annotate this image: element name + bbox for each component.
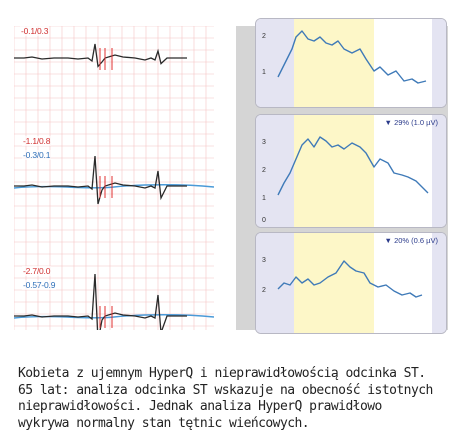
hyperq-chart-2: ▼ 29% (1.0 µV) 3 2 1 0 xyxy=(255,114,447,228)
figure-caption: Kobieta z ujemnym HyperQ i nieprawidłowo… xyxy=(18,366,448,432)
hyperq-panel: 2 1 ▼ 29% (1.0 µV) 3 2 1 0 ▼ 20% (0.6 µV… xyxy=(236,18,448,334)
caption-line: Kobieta z ujemnym HyperQ i nieprawidłowo… xyxy=(18,366,426,381)
highlight-region xyxy=(294,233,374,333)
hyperq-curve xyxy=(277,30,427,84)
hyperq-curve-2 xyxy=(256,115,446,227)
hyperq-curve xyxy=(277,136,429,196)
y-tick: 3 xyxy=(262,257,266,264)
ecg-trace xyxy=(14,273,187,330)
hyperq-curve xyxy=(277,260,423,298)
hyperq-chart-3: ▼ 20% (0.6 µV) 3 2 xyxy=(255,232,447,334)
hyperq-curve-1 xyxy=(256,19,446,107)
percent-label: 20% (0.6 µV) xyxy=(394,236,438,245)
caption-line: nieprawidłowości. Jednak analiza HyperQ … xyxy=(18,399,382,414)
lead1-st-value: -0.1/0.3 xyxy=(20,26,50,36)
ecg-trace xyxy=(14,43,187,68)
ecg-lead-3 xyxy=(14,273,214,330)
y-tick: 1 xyxy=(262,195,266,202)
ecg-trace xyxy=(14,155,187,205)
hyperq-percent-3: ▼ 20% (0.6 µV) xyxy=(385,236,438,245)
ecg-lead-2 xyxy=(14,155,214,205)
y-tick: 2 xyxy=(262,167,266,174)
lead3-st-value-blue: -0.57-0.9 xyxy=(22,280,57,290)
arrow-down-icon: ▼ xyxy=(384,236,392,245)
hyperq-percent-2: ▼ 29% (1.0 µV) xyxy=(385,118,438,127)
band-right xyxy=(432,19,446,107)
band-left xyxy=(256,19,294,107)
hyperq-chart-1: 2 1 xyxy=(255,18,447,108)
ecg-strip-panel: -0.1/0.3 -1.1/0.8 -0.3/0.1 -2.7/0.0 -0.5… xyxy=(14,26,214,330)
band-left xyxy=(256,115,294,227)
highlight-region xyxy=(294,19,374,107)
ecg-lead-1 xyxy=(14,43,187,70)
band-right xyxy=(432,115,446,227)
y-tick: 2 xyxy=(262,287,266,294)
lead2-st-value-blue: -0.3/0.1 xyxy=(22,150,52,160)
lead3-st-value-red: -2.7/0.0 xyxy=(22,266,52,276)
lead2-st-value-red: -1.1/0.8 xyxy=(22,136,52,146)
hyperq-curve-3 xyxy=(256,233,446,333)
caption-line: 65 lat: analiza odcinka ST wskazuje na o… xyxy=(18,382,433,398)
ecg-strip xyxy=(14,26,214,330)
highlight-region xyxy=(294,115,374,227)
y-tick: 2 xyxy=(262,33,266,40)
caption-line: wykrywa normalny stan tętnic wieńcowych. xyxy=(18,415,310,431)
y-tick: 1 xyxy=(262,69,266,76)
arrow-down-icon: ▼ xyxy=(384,118,392,127)
ecg-grid xyxy=(14,26,214,330)
band-left xyxy=(256,233,294,333)
y-tick: 3 xyxy=(262,139,266,146)
y-tick: 0 xyxy=(262,217,266,224)
band-right xyxy=(432,233,446,333)
percent-label: 29% (1.0 µV) xyxy=(394,118,438,127)
